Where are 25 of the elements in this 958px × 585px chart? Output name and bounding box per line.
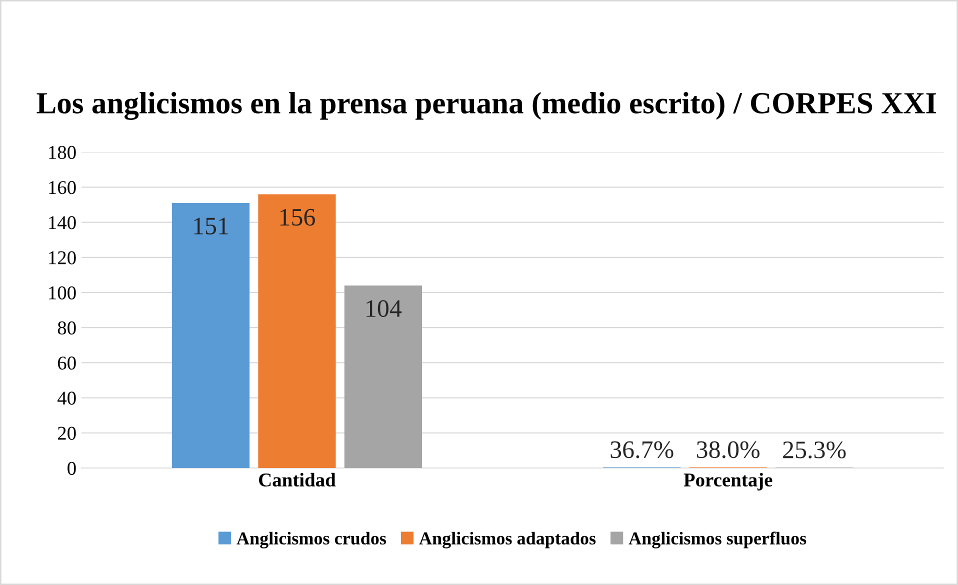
data-label: 36.7%	[610, 441, 674, 458]
y-tick-label: 20	[58, 426, 76, 440]
y-tick-label: 100	[49, 286, 76, 300]
data-label: 104	[366, 300, 402, 317]
y-tick-label: 120	[49, 251, 76, 264]
bar	[172, 202, 250, 468]
legend-label: Anglicismos superfluos	[628, 532, 806, 548]
data-label: 25.3%	[783, 441, 846, 458]
data-label: 151	[194, 218, 228, 234]
data-label: 38.0%	[696, 441, 760, 458]
x-tick-label: Cantidad	[259, 472, 336, 487]
y-tick-label: 180	[49, 146, 76, 160]
y-tick-label: 80	[58, 321, 76, 335]
bar	[344, 285, 422, 468]
legend-label: Anglicismos crudos	[236, 532, 386, 548]
bar	[258, 194, 336, 468]
y-tick-label: 160	[49, 181, 76, 194]
y-tick-label: 60	[58, 356, 76, 370]
y-tick-label: 40	[58, 392, 76, 405]
data-label: 156	[280, 208, 315, 226]
chart-title: Los anglicismos en la prensa peruana (medio escrito) / CORPES XXI	[36, 92, 936, 120]
y-tick-label: 140	[49, 216, 76, 230]
y-tick-label: 0	[68, 462, 76, 475]
x-tick-label: Porcentaje	[684, 472, 772, 490]
legend-label: Anglicismos adaptados	[419, 532, 596, 548]
